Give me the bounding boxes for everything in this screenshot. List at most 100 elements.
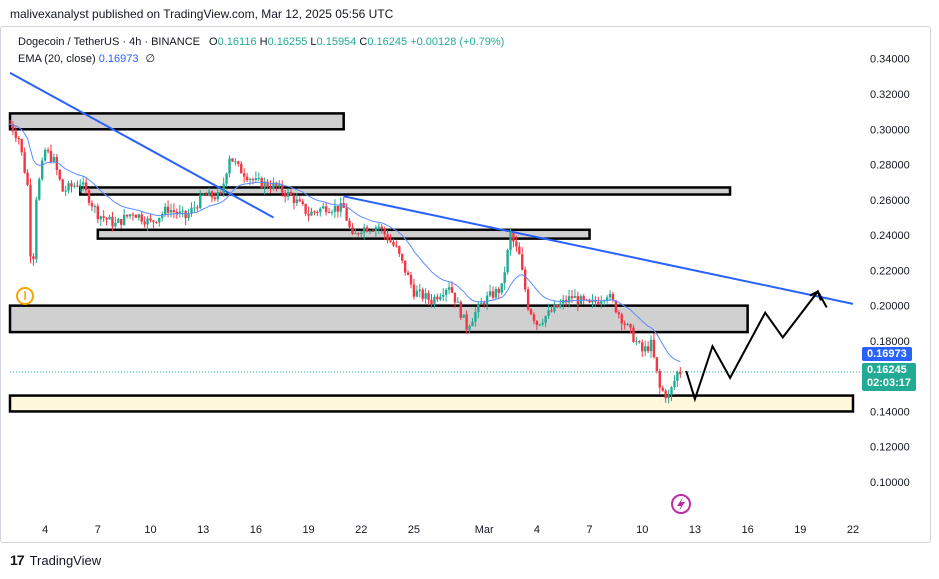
candle-body[interactable] [412, 284, 416, 297]
candle-body[interactable] [26, 172, 29, 186]
candle-body[interactable] [673, 380, 676, 388]
candle-body[interactable] [541, 322, 544, 325]
candle-body[interactable] [316, 211, 319, 213]
candle-body[interactable] [307, 213, 310, 216]
candle-body[interactable] [125, 214, 129, 217]
candle-body[interactable] [175, 212, 179, 214]
candle-body[interactable] [254, 178, 258, 180]
candle-body[interactable] [576, 296, 580, 305]
candle-body[interactable] [201, 194, 205, 196]
candle-body[interactable] [46, 149, 50, 152]
candle-body[interactable] [117, 218, 120, 223]
candle-body[interactable] [521, 254, 524, 270]
candle-body[interactable] [324, 206, 328, 213]
candle-body[interactable] [643, 346, 647, 352]
candle-body[interactable] [304, 203, 307, 214]
candle-body[interactable] [442, 295, 445, 297]
candle-body[interactable] [641, 342, 644, 352]
candle-body[interactable] [444, 289, 448, 296]
candle-body[interactable] [38, 179, 41, 200]
candle-body[interactable] [532, 314, 536, 321]
candle-body[interactable] [406, 272, 410, 276]
candle-body[interactable] [237, 161, 240, 164]
candle-body[interactable] [87, 190, 91, 204]
candle-body[interactable] [178, 211, 181, 214]
candle-body[interactable] [632, 327, 635, 342]
candle-body[interactable] [436, 296, 439, 300]
candle-body[interactable] [635, 341, 638, 343]
candle-body[interactable] [365, 227, 369, 232]
candle-body[interactable] [468, 326, 471, 330]
candle-body[interactable] [278, 184, 281, 187]
candle-body[interactable] [424, 293, 427, 299]
candle-body[interactable] [351, 227, 354, 234]
candle-body[interactable] [415, 290, 419, 297]
candle-body[interactable] [319, 208, 322, 213]
candle-body[interactable] [310, 211, 313, 216]
candle-body[interactable] [245, 176, 249, 181]
visibility-icon[interactable]: ∅ [145, 53, 156, 65]
candle-body[interactable] [336, 205, 340, 212]
candle-body[interactable] [471, 321, 474, 327]
candle-body[interactable] [474, 312, 477, 322]
candle-body[interactable] [231, 158, 234, 162]
candle-body[interactable] [462, 314, 465, 318]
candle-body[interactable] [357, 233, 360, 235]
candle-body[interactable] [655, 357, 659, 372]
candle-body[interactable] [523, 269, 527, 290]
candle-body[interactable] [348, 220, 351, 228]
candle-body[interactable] [242, 173, 246, 177]
candle-body[interactable] [658, 371, 662, 388]
candle-body[interactable] [257, 178, 261, 180]
candle-body[interactable] [102, 216, 105, 218]
candle-body[interactable] [128, 214, 132, 217]
candle-body[interactable] [512, 232, 515, 242]
candle-body[interactable] [32, 256, 35, 260]
candle-body[interactable] [421, 289, 424, 299]
candle-body[interactable] [439, 296, 442, 300]
candle-body[interactable] [626, 324, 629, 326]
candle-body[interactable] [556, 304, 559, 308]
resistance-zone[interactable] [8, 112, 345, 131]
candle-body[interactable] [389, 240, 392, 242]
candle-body[interactable] [418, 289, 421, 291]
candle-body[interactable] [395, 245, 398, 247]
candle-body[interactable] [73, 185, 76, 187]
candle-body[interactable] [401, 253, 404, 261]
candle-body[interactable] [67, 183, 70, 191]
candle-body[interactable] [79, 184, 82, 187]
candle-body[interactable] [392, 241, 395, 246]
candle-body[interactable] [163, 206, 167, 214]
candle-body[interactable] [430, 299, 433, 304]
candle-body[interactable] [43, 149, 47, 161]
candle-body[interactable] [193, 207, 196, 209]
candle-body[interactable] [559, 303, 562, 308]
candle-body[interactable] [149, 218, 152, 221]
candle-body[interactable] [55, 156, 59, 170]
candle-body[interactable] [503, 272, 506, 284]
resistance-zone[interactable] [79, 186, 732, 196]
candle-body[interactable] [298, 199, 301, 202]
projection-path[interactable] [685, 289, 828, 403]
candle-body[interactable] [114, 222, 117, 227]
candle-body[interactable] [96, 206, 100, 220]
candle-body[interactable] [93, 206, 97, 208]
candle-body[interactable] [105, 217, 108, 220]
candle-body[interactable] [494, 288, 498, 298]
candle-body[interactable] [480, 302, 483, 304]
candle-body[interactable] [313, 211, 316, 213]
candle-body[interactable] [638, 341, 641, 343]
candle-body[interactable] [679, 371, 682, 375]
candle-body[interactable] [611, 294, 615, 301]
candle-body[interactable] [368, 230, 372, 232]
candle-body[interactable] [608, 294, 612, 298]
candle-body[interactable] [251, 179, 255, 181]
candle-body[interactable] [544, 316, 547, 323]
resistance-zone[interactable] [8, 304, 749, 334]
candle-body[interactable] [450, 287, 454, 293]
candle-body[interactable] [506, 249, 509, 273]
candle-body[interactable] [515, 241, 518, 247]
candle-body[interactable] [196, 207, 199, 209]
candle-body[interactable] [263, 181, 266, 188]
